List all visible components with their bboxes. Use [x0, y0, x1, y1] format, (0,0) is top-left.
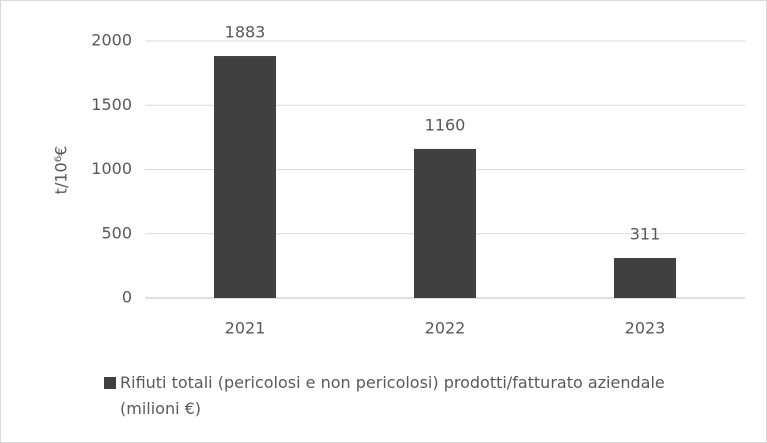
y-tick-label: 1000: [91, 159, 132, 178]
y-tick-label: 0: [122, 288, 132, 307]
data-label: 1883: [225, 23, 266, 42]
bar: [214, 56, 276, 298]
y-tick-label: 2000: [91, 31, 132, 50]
bar: [614, 258, 676, 298]
legend: Rifiuti totali (pericolosi e non pericol…: [104, 370, 704, 422]
y-axis-label: t/10⁶€: [52, 146, 71, 195]
y-tick-label: 500: [101, 223, 132, 242]
legend-swatch: [104, 377, 116, 389]
x-tick-label: 2022: [425, 319, 466, 338]
x-tick-label: 2021: [225, 319, 266, 338]
data-label: 311: [630, 225, 661, 244]
y-tick-label: 1500: [91, 95, 132, 114]
data-label: 1160: [425, 115, 466, 134]
bar: [414, 148, 476, 298]
x-tick-label: 2023: [625, 319, 666, 338]
legend-label: Rifiuti totali (pericolosi e non pericol…: [120, 373, 665, 418]
